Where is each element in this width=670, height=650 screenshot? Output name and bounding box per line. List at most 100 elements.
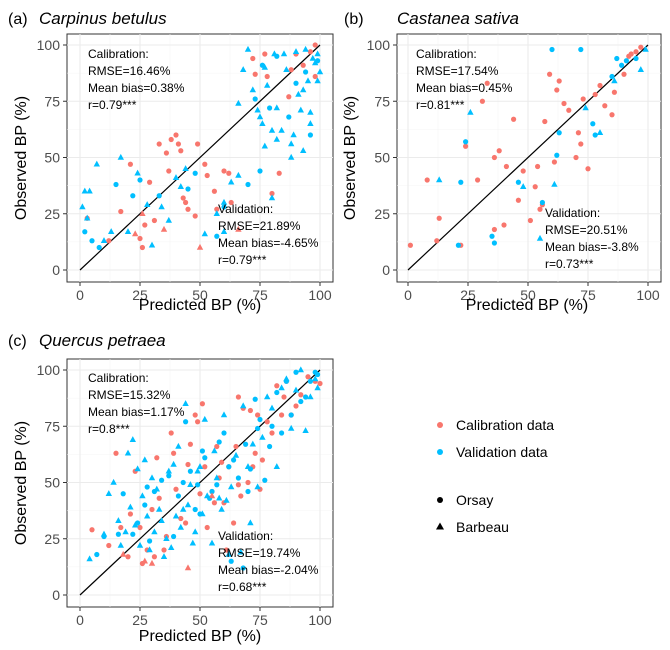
panel-b-calibration-orsay-point: [491, 154, 497, 161]
panel-b-calibration-orsay-point: [496, 148, 502, 154]
panel-a-validation-barbeau-point: [148, 241, 156, 248]
panel-a-calibration-barbeau-point: [160, 225, 168, 232]
panel-a-x-tick-label: 50: [192, 287, 208, 303]
panel-c-calibration-orsay-point: [156, 495, 162, 501]
panel-a-calibration-orsay-point: [214, 206, 220, 212]
panel-a-validation-barbeau-point: [182, 165, 189, 171]
panel-c-validation-barbeau-point: [122, 528, 129, 535]
panel-b-calibration-bias: Mean bias=0.45%: [416, 81, 513, 95]
panel-c-validation-barbeau-point: [237, 548, 244, 555]
legend-validation-swatch: [437, 449, 443, 455]
panel-c-validation-orsay-point: [269, 423, 275, 429]
panel-b-validation-barbeau-point: [596, 129, 604, 135]
panel-a-validation-barbeau-point: [158, 203, 165, 210]
panel-a-validation-barbeau-point: [256, 113, 264, 120]
panel-c-y-tick-label: 25: [44, 531, 60, 547]
panel-a-validation-orsay-point: [82, 229, 88, 235]
panel-a-validation-barbeau-point: [314, 77, 321, 84]
panel-a-validation-barbeau-point: [312, 59, 319, 66]
panel-a-validation-barbeau-point: [290, 131, 297, 138]
panel-c-calibration-orsay-point: [211, 500, 217, 506]
panel-c-validation-barbeau-point: [292, 386, 300, 393]
panel-c-validation-barbeau-point: [240, 402, 247, 409]
panel-a-calibration-orsay-point: [166, 168, 172, 174]
panel-b-calibration-orsay-point: [592, 91, 598, 98]
panel-c-validation-orsay-point: [166, 473, 172, 479]
panel-b-calibration-orsay-point: [638, 44, 644, 50]
panel-c-validation-orsay-point: [307, 378, 313, 384]
panel-c-validation-orsay-point: [171, 533, 177, 540]
panel-a-validation-orsay-point: [286, 114, 292, 120]
panel-c-validation-barbeau-point: [105, 490, 112, 496]
panel-a-validation-barbeau-point: [93, 160, 100, 167]
panel-b-calibration-orsay-point: [515, 197, 522, 203]
panel-a-validation-r: r=0.79***: [218, 253, 267, 267]
legend: Calibration data Validation data Orsay B…: [436, 417, 554, 535]
panel-c-validation-barbeau-point: [208, 539, 216, 546]
panel-a-validation-barbeau-point: [302, 45, 309, 52]
panel-a-validation-barbeau-point: [268, 126, 276, 133]
panel-a-validation-barbeau-point: [292, 48, 300, 54]
panel-c-validation-orsay-point: [144, 484, 150, 490]
panel-a-y-tick-label: 75: [44, 93, 60, 109]
panel-a-y-tick-label: 0: [52, 262, 60, 278]
panel-c-validation-orsay-point: [303, 394, 309, 400]
panel-c-validation-barbeau-point: [223, 496, 230, 503]
panel-c-calibration-orsay-point: [137, 524, 143, 531]
panel-b-validation-barbeau-point: [520, 183, 527, 189]
panel-c-calibration-orsay-point: [118, 524, 124, 531]
panel-a-plot: 0 25 50 75 100 0 25 50 75 100: [37, 33, 334, 303]
panel-c-calibration-orsay-point: [259, 457, 265, 463]
panel-c-validation-bias: Mean bias=-2.04%: [218, 563, 319, 577]
panel-c-calibration-orsay-point: [293, 403, 299, 409]
panel-a-x-tick-label: 100: [308, 287, 332, 303]
panel-c-validation-barbeau-point: [170, 460, 177, 467]
panel-b-validation-orsay-point: [590, 121, 596, 127]
panel-c-calibration-orsay-point: [204, 524, 210, 531]
panel-c-calibration-orsay-point: [317, 380, 323, 387]
panel-c-validation-barbeau-point: [268, 404, 276, 411]
panel-c-validation-barbeau-point: [110, 478, 117, 485]
panel-a-validation-barbeau-point: [249, 86, 256, 93]
panel-c-validation-orsay-point: [202, 455, 208, 461]
panel-b-calibration-orsay-point: [501, 222, 507, 228]
panel-c-validation-barbeau-point: [201, 415, 208, 422]
panel-c-calibration-orsay-point: [245, 479, 251, 486]
panel-a-validation-barbeau-point: [228, 178, 235, 185]
panel-b-calibration-orsay-point: [424, 177, 430, 183]
panel-a-x-tick-label: 25: [132, 287, 148, 303]
panel-a-validation-barbeau-point: [261, 142, 268, 149]
panel-b-calibration-orsay-point: [578, 141, 584, 147]
panel-c-validation-barbeau-point: [134, 465, 141, 472]
panel-a-validation-orsay-point: [137, 177, 143, 183]
panel-c-y-tick-label: 50: [44, 475, 60, 491]
panel-a-validation-barbeau-point: [278, 126, 285, 133]
panel-c-calibration-orsay-point: [219, 459, 225, 465]
panel-a-validation-orsay-point: [267, 105, 273, 111]
panel-a: (a) Carpinus betulus 0 25 50 75 100 0 25 50 75 10…: [8, 9, 334, 314]
panel-c-validation-barbeau-point: [100, 530, 108, 537]
panel-a-validation-orsay-point: [96, 244, 102, 251]
panel-c-validation-barbeau-point: [163, 535, 170, 541]
panel-c-calibration-orsay-point: [149, 506, 155, 513]
panel-b-calibration-stats: Calibration: RMSE=17.54% Mean bias=0.45%…: [416, 47, 516, 112]
panel-a-calibration-barbeau-point: [132, 230, 139, 237]
panel-c-validation-barbeau-point: [187, 481, 194, 487]
panel-c-x-tick-label: 25: [132, 612, 148, 628]
panel-b-calibration-orsay-point: [575, 130, 582, 136]
panel-c-calibration-orsay-point: [235, 482, 241, 488]
panel-a-calibration-orsay-point: [142, 222, 148, 228]
panel-a-validation-barbeau-point: [201, 230, 208, 237]
panel-a-calibration-orsay-point: [204, 172, 210, 179]
panel-b-x-tick-label: 100: [636, 287, 660, 303]
panel-c-validation-stats: Validation: RMSE=19.74% Mean bias=-2.04%…: [218, 529, 322, 594]
panel-c-validation-barbeau-point: [211, 447, 218, 454]
panel-c-validation-barbeau-point: [220, 411, 228, 418]
panel-a-calibration-orsay-point: [250, 55, 256, 62]
panel-c-x-tick-label: 0: [76, 612, 84, 628]
panel-c-validation-barbeau-point: [132, 521, 139, 528]
panel-b-calibration-orsay-point: [520, 168, 526, 174]
panel-a-calibration-orsay-point: [276, 170, 282, 176]
panel-a-validation-barbeau-point: [220, 198, 228, 205]
panel-c-validation-barbeau-point: [204, 492, 211, 499]
